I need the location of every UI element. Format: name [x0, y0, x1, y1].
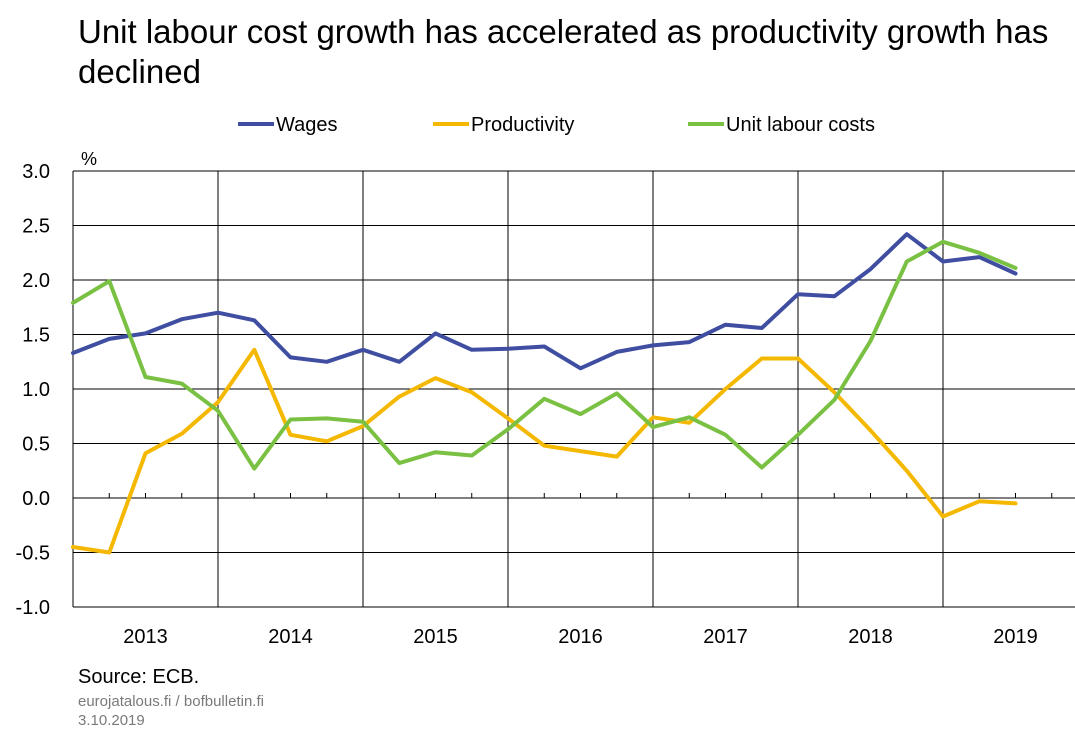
publication-date: 3.10.2019 [78, 712, 145, 729]
x-tick-label: 2019 [993, 626, 1038, 648]
line-chart: 3.0 2.5 2.0 1.5 1.0 0.5 0.0 -0.5 -1.0% 2013 2014 20… [16, 114, 1075, 648]
x-tick-label: 2017 [703, 626, 748, 648]
y-tick-label: -0.5 [16, 543, 50, 565]
x-tick-label: 2018 [848, 626, 893, 648]
series-line-productivity [71, 347, 1018, 555]
y-tick-label: 1.5 [22, 325, 50, 347]
legend-label: Productivity [471, 114, 574, 136]
website-credit: eurojatalous.fi / bofbulletin.fi [78, 693, 264, 710]
chart-title: Unit labour cost growth has accelerated … [78, 13, 1049, 90]
x-tick-label: 2014 [268, 626, 313, 648]
source-note: Source: ECB. [78, 666, 200, 688]
y-tick-label: 2.0 [22, 270, 50, 292]
x-tick-label: 2015 [413, 626, 458, 648]
legend-label: Wages [276, 114, 338, 136]
x-tick-label: 2013 [123, 626, 168, 648]
series-line-wages [71, 232, 1018, 371]
series-line-unit-labour-costs [71, 239, 1018, 471]
y-tick-label: 0.5 [22, 434, 50, 456]
y-tick-label: 1.0 [22, 379, 50, 401]
y-tick-label: 2.5 [22, 216, 50, 238]
x-tick-label: 2016 [558, 626, 603, 648]
y-tick-label: 0.0 [22, 488, 50, 510]
legend-label: Unit labour costs [726, 114, 875, 136]
y-tick-label: -1.0 [16, 597, 50, 619]
y-tick-label: 3.0 [22, 161, 50, 183]
y-axis-label: % [81, 149, 97, 169]
